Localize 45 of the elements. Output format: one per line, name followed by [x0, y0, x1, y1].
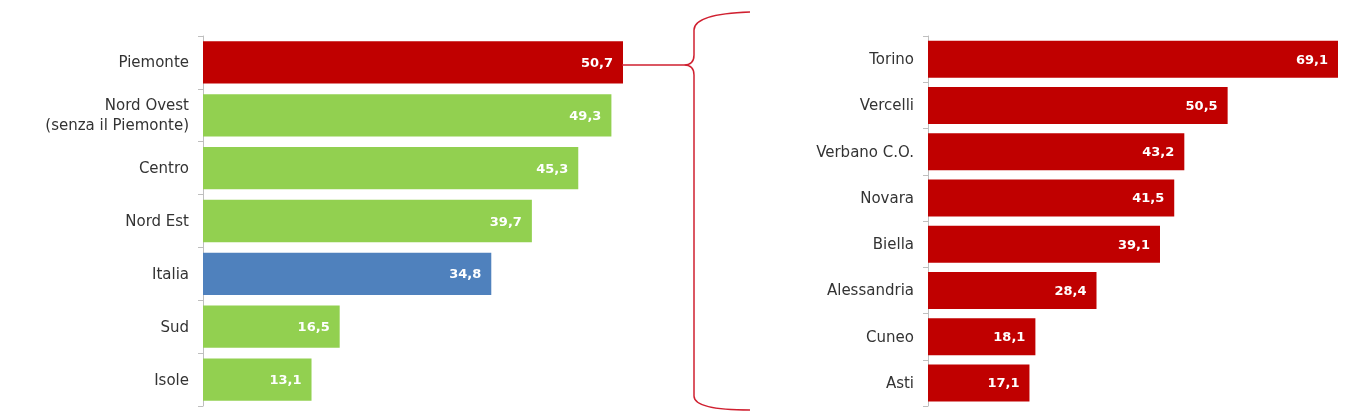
data-label: 43,2 [1142, 144, 1175, 160]
data-label: 16,5 [297, 319, 330, 335]
bar [203, 358, 312, 401]
bar [928, 318, 1036, 356]
data-label: 39,1 [1117, 236, 1150, 252]
y-tick-label: Centro [138, 159, 189, 178]
y-tick-label: Isole [154, 370, 189, 389]
bar [928, 40, 1338, 78]
data-label: 39,7 [489, 213, 522, 229]
y-tick-label: Alessandria [826, 281, 914, 300]
data-label: 28,4 [1054, 282, 1087, 298]
y-tick-label: Nord Est [125, 212, 190, 230]
bar [928, 364, 1030, 402]
data-label: 45,3 [536, 160, 569, 176]
bar [203, 199, 532, 243]
y-tick-label: Vercelli [859, 96, 914, 115]
data-label: 50,5 [1185, 97, 1218, 113]
bar [203, 41, 623, 84]
y-tick-label: Italia [151, 264, 189, 283]
bar [928, 86, 1228, 124]
bar [928, 225, 1160, 263]
bar [203, 94, 612, 137]
bar [928, 179, 1175, 217]
y-tick-label: Novara [860, 188, 914, 207]
bar [928, 271, 1097, 309]
data-label: 17,1 [987, 375, 1020, 391]
y-tick-label: Sud [160, 317, 189, 336]
y-tick-label: Torino [868, 50, 914, 69]
y-tick-label: Asti [885, 373, 914, 392]
y-tick-label: Biella [872, 235, 914, 254]
bar [203, 305, 340, 348]
data-label: 41,5 [1132, 190, 1165, 206]
data-label: 50,7 [580, 54, 613, 70]
y-tick-label: Cuneo [866, 327, 914, 346]
bar [928, 133, 1185, 171]
y-tick-label: Nord Ovest (senza il Piemonte) [45, 96, 190, 135]
y-tick-label: Piemonte [118, 53, 189, 72]
data-label: 69,1 [1295, 51, 1328, 67]
data-label: 34,8 [449, 266, 482, 282]
bar [203, 147, 579, 190]
data-label: 49,3 [569, 107, 602, 123]
data-label: 13,1 [269, 372, 302, 388]
bar [203, 252, 492, 295]
y-tick-label: Verbano C.O. [816, 142, 914, 161]
data-label: 18,1 [993, 329, 1026, 345]
